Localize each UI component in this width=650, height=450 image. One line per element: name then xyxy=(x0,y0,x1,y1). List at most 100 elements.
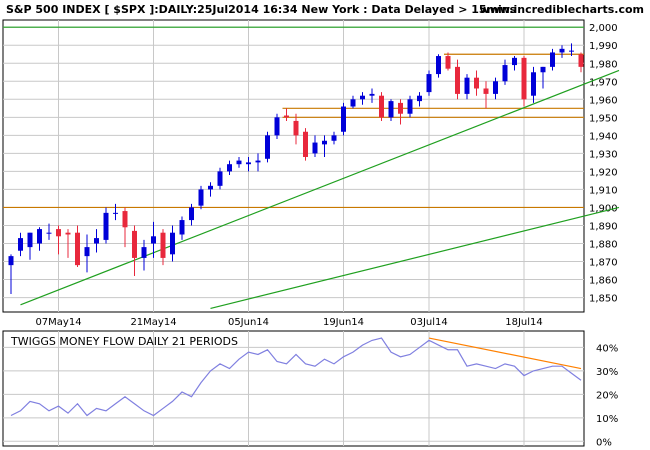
candle-up xyxy=(18,238,23,251)
price-tick-label: 1,920 xyxy=(589,167,618,178)
candle-up xyxy=(341,106,346,132)
money-flow-trend-line xyxy=(428,337,582,370)
price-tick-label: 1,900 xyxy=(589,203,618,214)
candle-up xyxy=(322,140,327,145)
candle-up xyxy=(369,93,375,96)
price-tick-label: 1,980 xyxy=(589,59,618,70)
candle-up xyxy=(388,101,394,118)
date-tick-label: 21May14 xyxy=(130,317,176,328)
candle-up xyxy=(246,162,251,165)
candle-up xyxy=(417,95,422,102)
date-tick-label: 18Jul14 xyxy=(505,317,543,328)
price-tick-label: 1,910 xyxy=(589,185,618,196)
price-tick-label: 1,960 xyxy=(589,95,618,106)
candle-up xyxy=(170,232,175,255)
candle-down xyxy=(122,211,128,228)
price-tick-label: 1,870 xyxy=(589,258,618,269)
candle-down xyxy=(75,232,80,266)
chart-title: S&P 500 INDEX [ $SPX ]:DAILY:25Jul2014 1… xyxy=(6,3,517,16)
price-tick-label: 1,940 xyxy=(589,131,618,142)
candle-up xyxy=(569,50,574,52)
candle-up xyxy=(236,160,242,165)
money-flow-panel: 0% 10% 20% 30% 40% TWIGGS MONEY FLOW DAILY 21… xyxy=(2,330,618,448)
site-url: www.incrediblecharts.com xyxy=(479,3,644,16)
candle-up xyxy=(550,52,555,67)
candle-up xyxy=(512,57,517,66)
indicator-title: TWIGGS MONEY FLOW DAILY 21 PERIODS xyxy=(10,335,238,348)
candle-up xyxy=(8,256,14,266)
candle-down xyxy=(398,102,403,114)
candle-up xyxy=(217,171,223,186)
candle-down xyxy=(293,120,299,136)
indicator-tick-label: 0% xyxy=(596,437,612,448)
candle-up xyxy=(436,56,441,75)
candle-up xyxy=(46,232,52,234)
candle-down xyxy=(474,77,479,89)
candle-up xyxy=(151,236,156,244)
price-tick-label: 2,000 xyxy=(589,23,618,34)
date-tick-label: 07May14 xyxy=(35,317,81,328)
candle-up xyxy=(103,212,109,240)
money-flow-line xyxy=(10,337,582,417)
candle-up xyxy=(189,207,194,221)
price-plot-area xyxy=(2,19,585,313)
candle-up xyxy=(179,220,185,235)
candle-up xyxy=(531,72,536,96)
candle-up xyxy=(360,95,365,100)
candle-down xyxy=(65,232,71,235)
candle-up xyxy=(113,212,118,214)
date-tick-label: 03Jul14 xyxy=(410,317,448,328)
candle-down xyxy=(379,95,384,118)
date-tick-label: 05Jun14 xyxy=(228,317,269,328)
price-tick-label: 1,860 xyxy=(589,276,618,287)
price-tick-label: 1,880 xyxy=(589,240,618,251)
candle-up xyxy=(407,99,413,114)
candle-down xyxy=(455,66,460,94)
candle-down xyxy=(303,131,308,157)
candle-up xyxy=(540,66,546,73)
candle-down xyxy=(445,56,451,69)
trend-line xyxy=(20,69,620,306)
candle-up xyxy=(331,135,337,141)
indicator-tick-label: 30% xyxy=(596,367,618,378)
price-tick-label: 1,990 xyxy=(589,41,618,52)
price-panel: 1,850 1,860 1,870 1,880 1,890 1,900 1,910 1,920… xyxy=(2,19,620,328)
candle-up xyxy=(94,238,99,244)
indicator-tick-label: 40% xyxy=(596,343,618,354)
candle-up xyxy=(493,81,498,94)
trend-line xyxy=(210,206,620,309)
candle-down xyxy=(521,57,527,100)
price-tick-label: 1,970 xyxy=(589,77,618,88)
candle-up xyxy=(559,48,565,53)
candle-up xyxy=(84,247,90,257)
candle-up xyxy=(312,142,318,154)
price-tick-label: 1,930 xyxy=(589,149,618,160)
candle-up xyxy=(198,189,204,206)
candle-up xyxy=(350,99,356,107)
candle-up xyxy=(141,247,147,258)
price-tick-label: 1,850 xyxy=(589,294,618,305)
indicator-plot-area xyxy=(2,330,585,447)
price-tick-label: 1,950 xyxy=(589,113,618,124)
candle-down xyxy=(483,88,489,94)
candle-up xyxy=(502,65,508,82)
date-tick-label: 19Jun14 xyxy=(323,317,364,328)
candle-up xyxy=(27,232,33,248)
candle-up xyxy=(274,117,280,136)
candle-up xyxy=(208,185,213,190)
candle-up xyxy=(227,164,232,172)
price-tick-label: 1,890 xyxy=(589,221,618,232)
candle-down xyxy=(578,54,584,67)
candle-down xyxy=(56,229,61,237)
candle-up xyxy=(37,229,42,244)
candle-down xyxy=(132,230,137,258)
candle-up xyxy=(255,160,261,163)
indicator-tick-label: 20% xyxy=(596,390,618,401)
candle-up xyxy=(265,135,270,159)
candle-up xyxy=(426,74,432,93)
candle-up xyxy=(464,77,470,94)
candle-down xyxy=(284,115,289,118)
indicator-tick-label: 10% xyxy=(596,414,618,425)
candle-down xyxy=(160,232,166,258)
